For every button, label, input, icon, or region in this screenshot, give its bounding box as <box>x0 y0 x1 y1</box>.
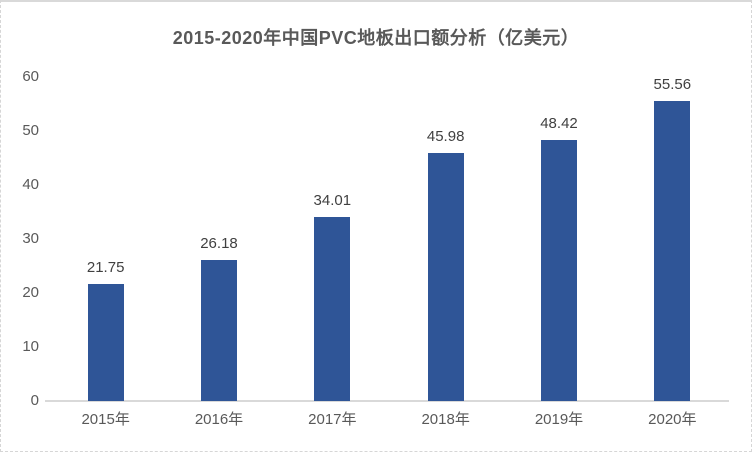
y-tick-label: 10 <box>22 338 39 355</box>
x-tick-label: 2018年 <box>421 411 470 428</box>
x-tick-label: 2015年 <box>81 411 130 428</box>
bar-value-label: 26.18 <box>200 234 238 252</box>
bar-2017年 <box>314 217 351 401</box>
bar-value-label: 48.42 <box>540 114 578 132</box>
y-tick-label: 40 <box>22 176 39 193</box>
bar-value-label: 55.56 <box>653 75 692 93</box>
x-axis-line <box>45 400 729 402</box>
x-tick-label: 2019年 <box>534 411 584 428</box>
bar-2015年 <box>87 283 124 401</box>
bar-value-label: 34.01 <box>313 192 352 210</box>
bar-2020年 <box>654 100 691 401</box>
x-tick-label: 2020年 <box>648 411 697 428</box>
y-tick-label: 60 <box>22 68 39 85</box>
x-tick-label: 2017年 <box>308 411 357 428</box>
y-tick-label: 0 <box>30 392 39 409</box>
bar-value-label: 21.75 <box>86 258 125 276</box>
y-tick-label: 50 <box>22 122 39 139</box>
y-tick-label: 20 <box>22 284 39 301</box>
bar-2016年 <box>201 259 237 401</box>
bar-2019年 <box>541 139 577 401</box>
bar-2018年 <box>427 152 464 401</box>
chart-title: 2015-2020年中国PVC地板出口额分析（亿美元） <box>172 28 580 48</box>
x-tick-label: 2016年 <box>194 411 244 428</box>
y-tick-label: 30 <box>22 230 39 247</box>
plot-area: 21.75 26.18 34.01 45.98 48.42 55.56 <box>49 75 729 401</box>
bar-value-label: 45.98 <box>426 127 465 145</box>
